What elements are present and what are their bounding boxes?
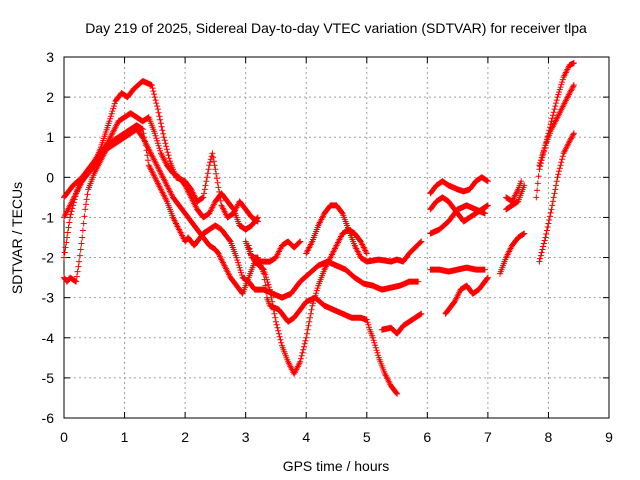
x-tick-label: 3	[242, 429, 250, 445]
data-point-run	[427, 264, 488, 275]
y-axis-label: SDTVAR / TECUs	[9, 182, 25, 294]
data-point-run	[442, 274, 491, 317]
y-tick-label: 1	[46, 129, 54, 145]
y-tick-label: 3	[46, 49, 54, 65]
x-tick-label: 1	[121, 429, 129, 445]
data-point-run	[497, 230, 528, 277]
x-tick-label: 0	[60, 429, 68, 445]
data-point-run	[536, 130, 577, 265]
plot-frame	[63, 56, 610, 419]
chart-title: Day 219 of 2025, Sidereal Day-to-day VTE…	[85, 20, 587, 36]
y-tick-label: -5	[42, 370, 55, 386]
grid-lines	[64, 57, 609, 418]
series-4	[61, 126, 491, 377]
data-point-run	[427, 174, 491, 197]
y-tick-label: -4	[42, 330, 55, 346]
x-tick-label: 5	[363, 429, 371, 445]
data-point-run	[503, 182, 528, 213]
data-point-run	[427, 202, 488, 237]
y-tick-label: -6	[42, 410, 55, 426]
data-point-run	[378, 310, 425, 337]
series-1	[61, 60, 577, 265]
data-point-run	[303, 202, 425, 265]
data-point-run	[61, 126, 370, 377]
y-tick-label: -3	[42, 290, 55, 306]
x-tick-label: 9	[605, 429, 613, 445]
x-tick-label: 4	[302, 429, 310, 445]
x-tick-label: 6	[423, 429, 431, 445]
x-tick-label: 2	[181, 429, 189, 445]
data-point-run	[533, 60, 577, 201]
x-tick-label: 8	[545, 429, 553, 445]
y-tick-label: 0	[46, 169, 54, 185]
x-axis: 0 1 2 3 4 5 6 7 8 9	[60, 57, 613, 445]
data-point-run	[503, 178, 525, 205]
y-tick-label: -2	[42, 250, 55, 266]
y-axis: -6 -5 -4 -3 -2 -1 0 1 2 3	[42, 49, 609, 426]
x-tick-label: 7	[484, 429, 492, 445]
data-point-run	[536, 82, 577, 169]
x-axis-label: GPS time / hours	[283, 458, 390, 474]
data-points	[61, 60, 577, 397]
series-2	[61, 122, 577, 301]
y-tick-label: -1	[42, 209, 55, 225]
y-tick-label: 2	[46, 89, 54, 105]
